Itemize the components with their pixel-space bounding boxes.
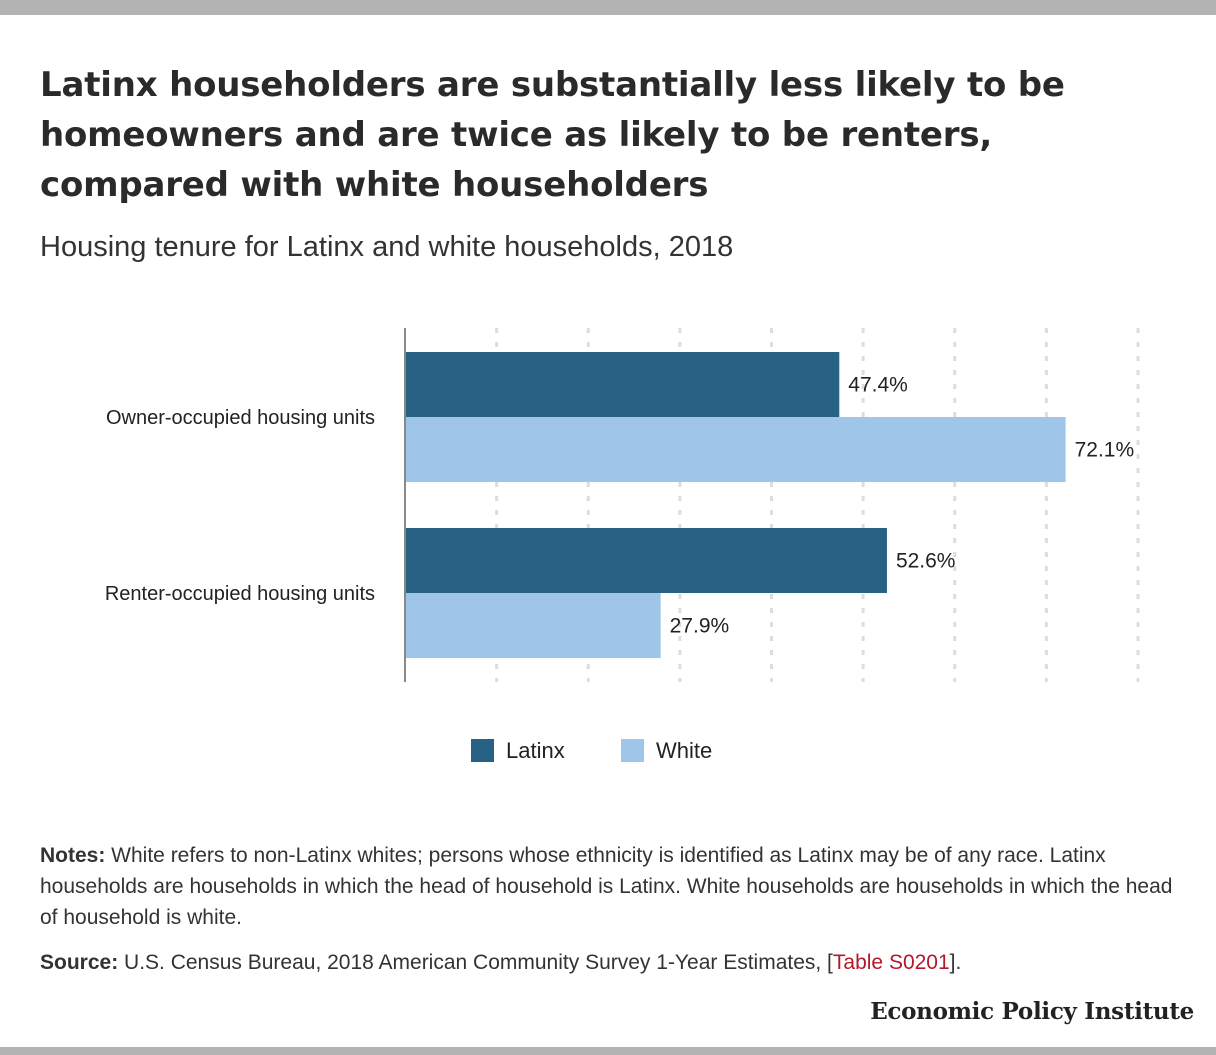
chart-notes: Notes: White refers to non-Latinx whites… [40,840,1180,933]
legend-swatch-latinx [471,739,494,762]
bar-latinx [405,528,887,593]
data-label: 47.4% [848,374,908,397]
data-label: 52.6% [896,550,956,573]
legend-label-latinx: Latinx [506,738,565,763]
data-label: 72.1% [1075,439,1135,462]
chart-source: Source: U.S. Census Bureau, 2018 America… [40,947,1190,978]
legend-swatch-white [621,739,644,762]
bar-white [405,417,1066,482]
bottom-border [0,1047,1216,1055]
source-text: U.S. Census Bureau, 2018 American Commun… [118,951,833,974]
legend-label-white: White [656,738,713,763]
publisher-logo: Economic Policy Institute [870,998,1194,1025]
bar-chart: Owner-occupied housing units 47.4% 72.1% Re… [105,328,1140,682]
chart-title: Latinx householders are substantially le… [40,65,1065,205]
notes-text: White refers to non-Latinx whites; perso… [40,844,1173,929]
top-border [0,0,1216,15]
notes-label: Notes: [40,844,106,867]
source-suffix: ]. [949,951,962,974]
bar-latinx [405,352,840,417]
category-label: Owner-occupied housing units [106,407,375,429]
bar-white [405,593,661,658]
source-label: Source: [40,951,119,974]
chart-subtitle: Housing tenure for Latinx and white hous… [40,231,734,263]
data-label: 27.9% [670,615,730,638]
category-label: Renter-occupied housing units [105,583,375,605]
source-table-link[interactable]: Table S0201 [832,951,950,974]
